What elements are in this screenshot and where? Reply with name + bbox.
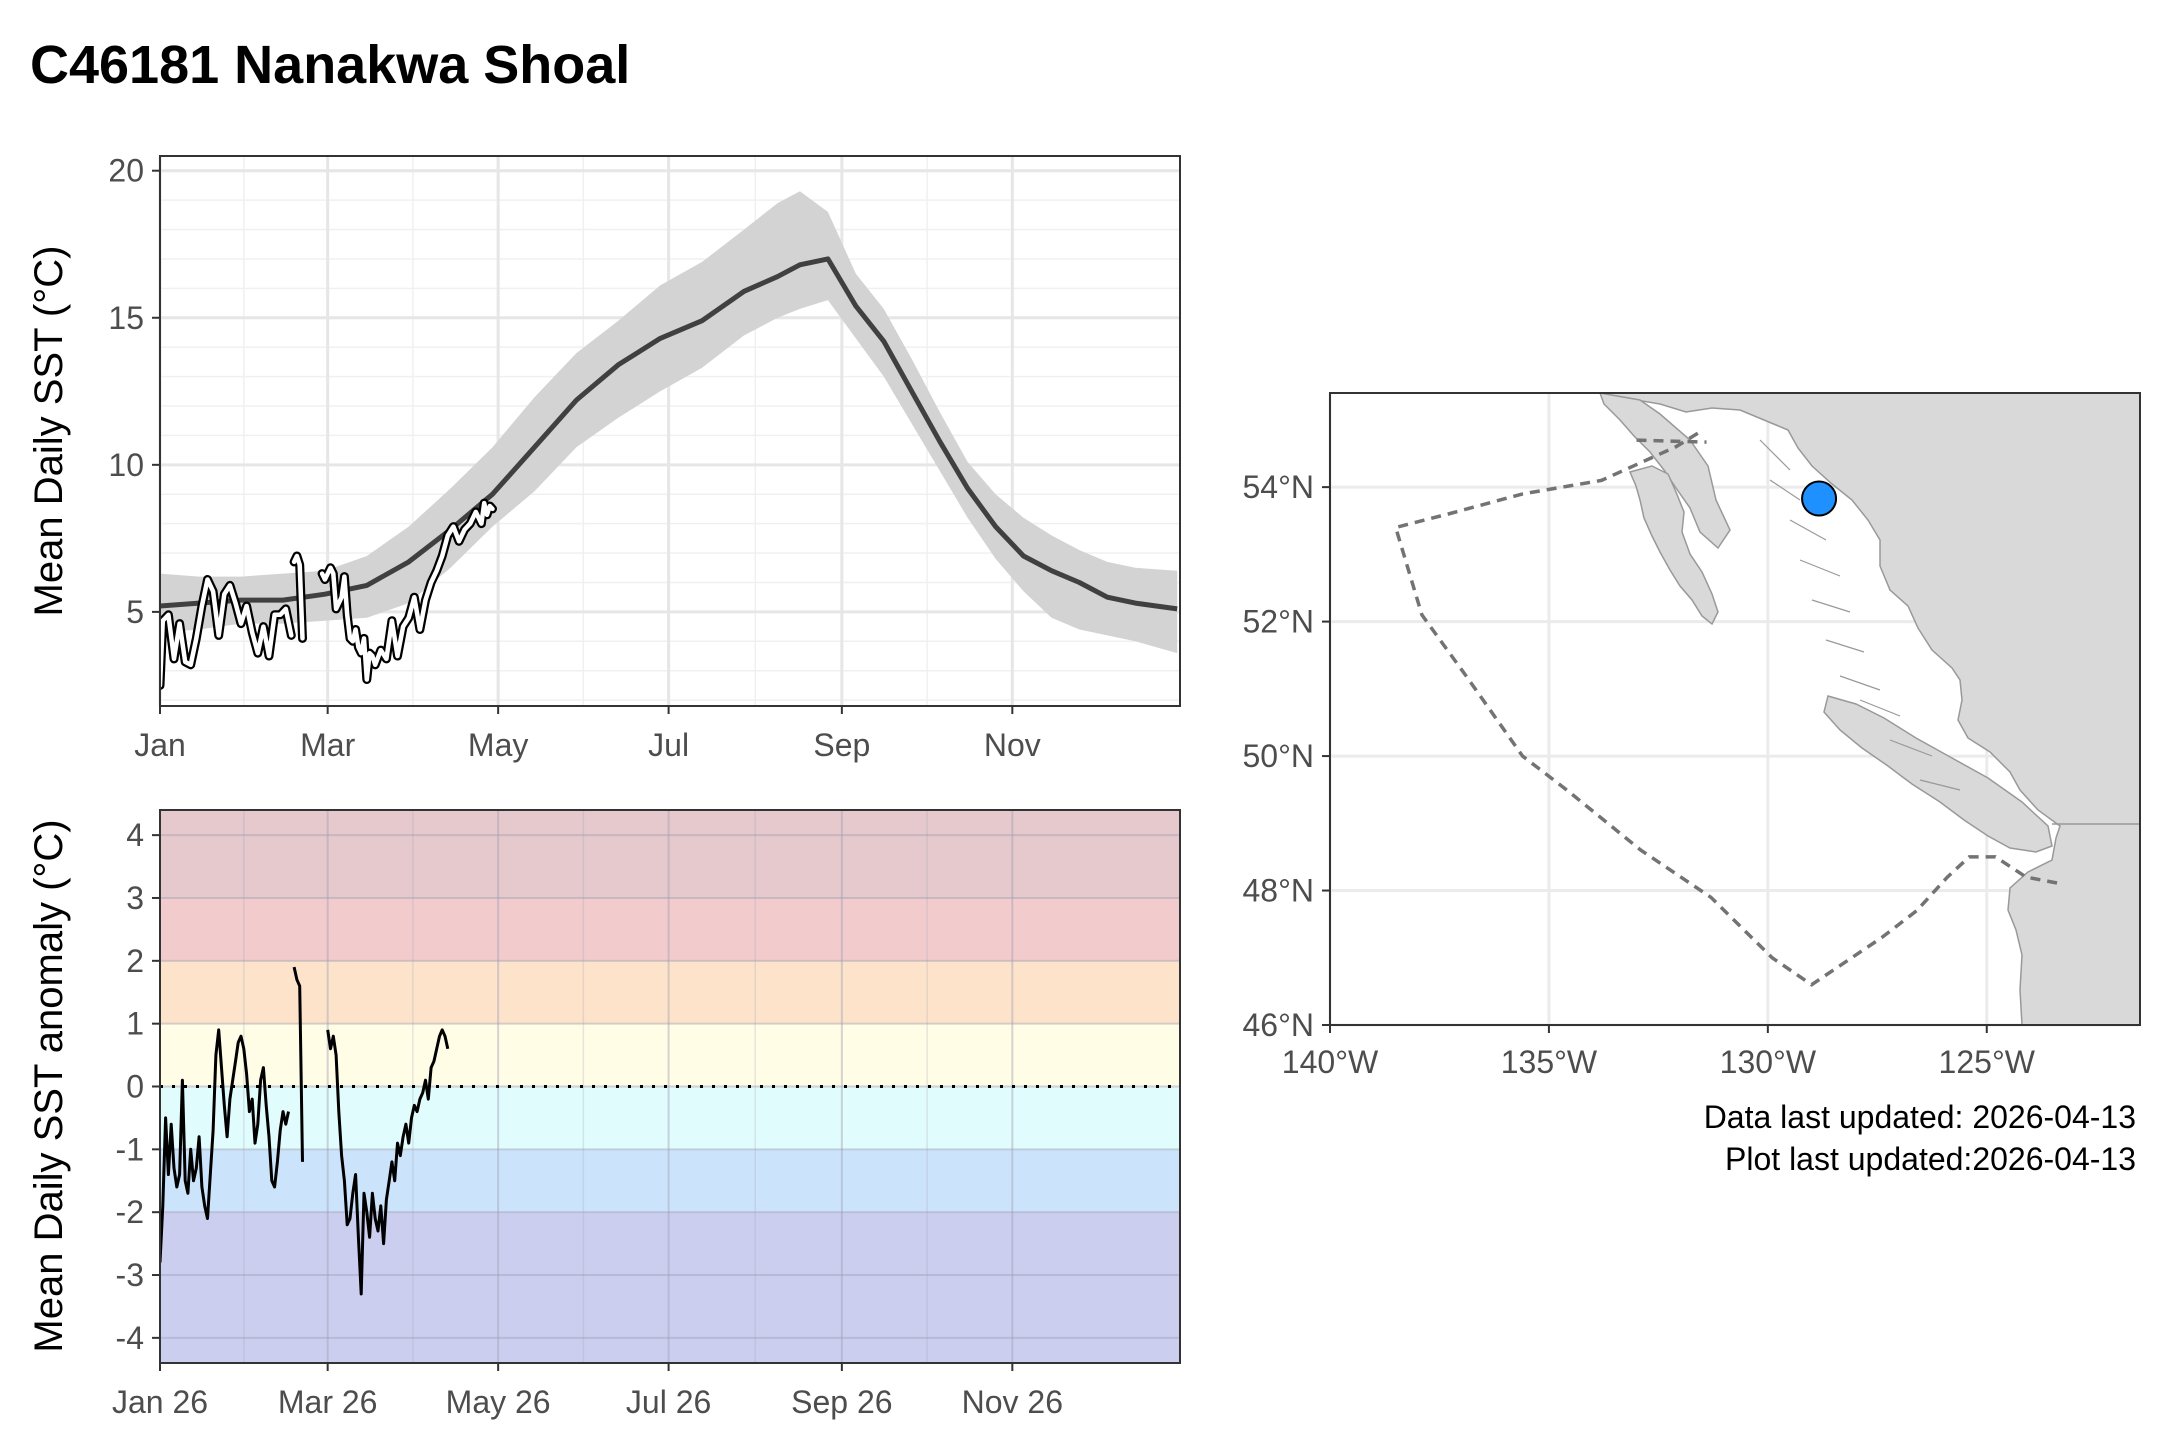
sst-y-axis-label: Mean Daily SST (°C): [27, 246, 71, 617]
anomaly-line: [292, 966, 304, 1162]
anomaly-y-tick-label: 3: [126, 880, 144, 916]
anomaly-line: [326, 1028, 450, 1296]
anomaly-x-tick-label: Nov 26: [962, 1384, 1063, 1420]
map-x-tick-label: 140°W: [1282, 1044, 1379, 1080]
anomaly-x-tick-label: Mar 26: [278, 1384, 378, 1420]
anomaly-y-tick-label: 2: [126, 943, 144, 979]
sst-x-axis: Jan Mar May Jul Sep Nov: [134, 706, 1041, 763]
map-x-tick-label: 130°W: [1720, 1044, 1817, 1080]
vancouver-island: [1823, 695, 2053, 853]
sst-x-tick-label: May: [468, 727, 528, 763]
anomaly-line: [160, 1028, 290, 1263]
sst-y-tick-label: 15: [108, 300, 144, 336]
climatology-band: [160, 191, 1178, 654]
sst-x-tick-label: Jul: [648, 727, 689, 763]
anomaly-y-tick-label: 0: [126, 1069, 144, 1105]
map-y-tick-label: 54°N: [1243, 469, 1315, 505]
anomaly-y-axis: -4 -3 -2 -1 0 1 2 3 4: [116, 817, 160, 1356]
anomaly-band: [160, 810, 1180, 898]
current-year-line: [291, 553, 305, 641]
mainland-landmass: [1598, 393, 2140, 1025]
anomaly-chart: Jan 26 Mar 26 May 26 Jul 26 Sep 26 Nov 26 -4-…: [27, 809, 1181, 1420]
anomaly-x-tick-label: Sep 26: [791, 1384, 892, 1420]
anomaly-band: [160, 1086, 1180, 1150]
anomaly-gridlines: [159, 810, 1180, 1363]
anomaly-band: [160, 1212, 1180, 1363]
anomaly-y-tick-label: -1: [116, 1131, 144, 1167]
map-y-tick-label: 52°N: [1243, 604, 1315, 640]
map-latitude-axis: 46°N 48°N 50°N 52°N 54°N: [1243, 469, 1330, 1043]
station-marker: [1801, 480, 1838, 517]
northern-islands: [1599, 393, 1731, 550]
anomaly-x-tick-label: Jul 26: [626, 1384, 711, 1420]
sst-x-tick-label: Sep: [813, 727, 870, 763]
anomaly-x-tick-label: Jan 26: [112, 1384, 208, 1420]
map-y-tick-label: 46°N: [1243, 1007, 1315, 1043]
station-map: 140°W 135°W 130°W 125°W 46°N 48°N 50°N 52°N 54°…: [1243, 392, 2141, 1080]
region-outline: [1393, 431, 2062, 987]
sst-x-tick-label: Mar: [300, 727, 355, 763]
anomaly-band: [160, 1023, 1180, 1087]
anomaly-band: [160, 1149, 1180, 1213]
sst-y-tick-label: 20: [108, 153, 144, 189]
sst-chart: Jan Mar May Jul Sep Nov 5 10 15 20 Mean Daily SS…: [27, 153, 1181, 763]
anomaly-band: [160, 960, 1180, 1024]
data-updated-note: Data last updated: 2026-04-13: [1704, 1099, 2136, 1135]
page-title: C46181 Nanakwa Shoal: [30, 35, 631, 95]
anomaly-lines: [160, 966, 450, 1296]
map-border: [1329, 392, 2141, 1026]
map-y-tick-label: 48°N: [1243, 873, 1315, 909]
coastal-fjords: [1759, 439, 1961, 791]
anomaly-band: [160, 897, 1180, 961]
sst-plot-border: [159, 155, 1181, 707]
map-longitude-axis: 140°W 135°W 130°W 125°W: [1282, 1025, 2036, 1080]
map-x-tick-label: 135°W: [1501, 1044, 1598, 1080]
anomaly-y-tick-label: -4: [116, 1320, 144, 1356]
anomaly-x-axis: Jan 26 Mar 26 May 26 Jul 26 Sep 26 Nov 26: [112, 1363, 1063, 1420]
plot-updated-note: Plot last updated:2026-04-13: [1725, 1141, 2136, 1177]
current-year-lines: [160, 498, 497, 690]
anomaly-x-tick-label: May 26: [446, 1384, 551, 1420]
sst-x-tick-label: Nov: [984, 727, 1041, 763]
current-year-line: [319, 500, 495, 682]
anomaly-y-tick-label: -2: [116, 1194, 144, 1230]
haida-gwaii: [1628, 465, 1719, 626]
map-x-tick-label: 125°W: [1939, 1044, 2036, 1080]
anomaly-bands: [160, 810, 1180, 1363]
anomaly-y-tick-label: 4: [126, 817, 144, 853]
anomaly-y-axis-label: Mean Daily SST anomaly (°C): [27, 819, 71, 1352]
climatology-mean-line: [160, 256, 1178, 612]
sst-y-tick-label: 5: [126, 594, 144, 630]
anomaly-y-tick-label: 1: [126, 1006, 144, 1042]
alaska-border-line: [1636, 438, 1707, 444]
sst-y-tick-label: 10: [108, 447, 144, 483]
sst-y-axis: 5 10 15 20: [108, 153, 160, 630]
anomaly-y-tick-label: -3: [116, 1257, 144, 1293]
sst-x-tick-label: Jan: [134, 727, 186, 763]
map-y-tick-label: 50°N: [1243, 738, 1315, 774]
current-year-line: [160, 577, 294, 688]
